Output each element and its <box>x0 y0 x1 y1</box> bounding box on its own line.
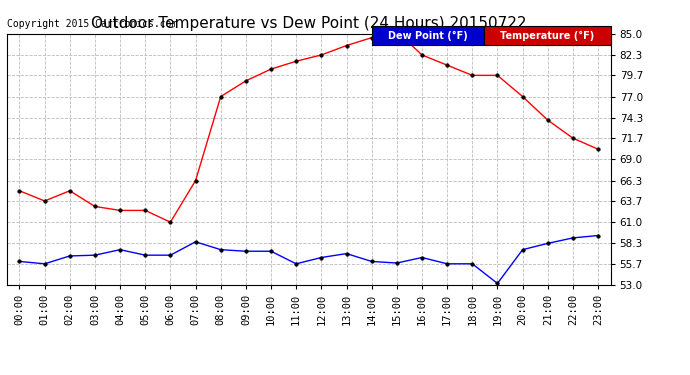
FancyBboxPatch shape <box>484 26 611 45</box>
Title: Outdoor Temperature vs Dew Point (24 Hours) 20150722: Outdoor Temperature vs Dew Point (24 Hou… <box>91 16 526 31</box>
Text: Temperature (°F): Temperature (°F) <box>500 31 594 40</box>
Text: Dew Point (°F): Dew Point (°F) <box>388 31 468 40</box>
Text: Copyright 2015 Cartronics.com: Copyright 2015 Cartronics.com <box>7 19 177 29</box>
FancyBboxPatch shape <box>372 26 484 45</box>
